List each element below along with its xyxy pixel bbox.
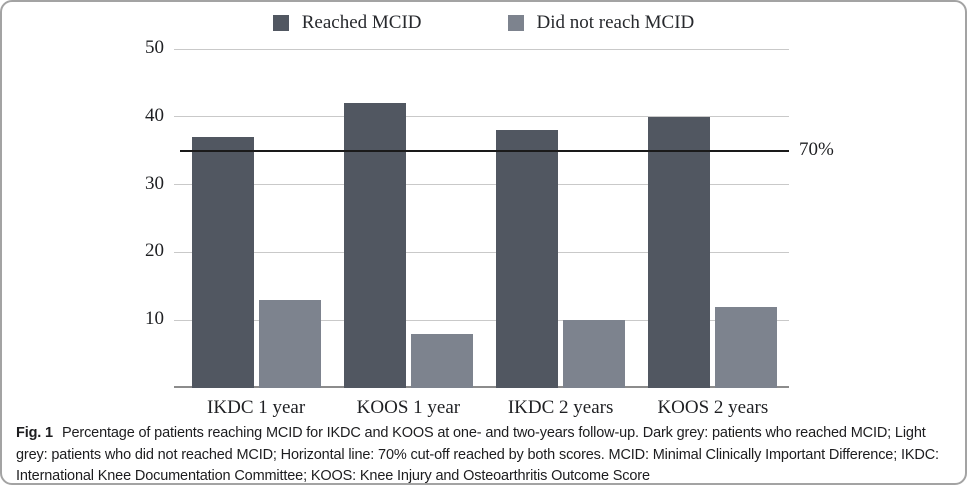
x-category-label-ikdc-1-year: IKDC 1 year <box>207 397 306 418</box>
bar-reached-mcid-ikdc-2-years <box>496 130 559 388</box>
gridline-20 <box>174 251 789 253</box>
y-tick-label-50: 50 <box>145 37 164 58</box>
x-axis-line <box>174 386 789 388</box>
bar-did-not-reach-mcid-ikdc-2-years <box>563 320 626 388</box>
bar-did-not-reach-mcid-ikdc-1-year <box>258 299 321 388</box>
bar-reached-mcid-koos-1-year <box>343 103 406 388</box>
figure-caption: Fig. 1 Percentage of patients reaching MC… <box>16 423 957 488</box>
legend-label-did-not-reach-mcid: Did not reach MCID <box>536 12 695 33</box>
bar-reached-mcid-ikdc-1-year <box>191 137 254 388</box>
x-category-label-koos-2-years: KOOS 2 years <box>657 397 769 418</box>
gridline-50 <box>174 48 789 50</box>
x-category-label-koos-1-year: KOOS 1 year <box>356 397 461 418</box>
legend-item-reached-mcid: Reached MCID <box>272 12 422 34</box>
legend-swatch-did-not-reach-mcid <box>507 15 524 31</box>
gridline-40 <box>174 116 789 118</box>
bar-reached-mcid-koos-2-years <box>648 116 711 388</box>
bar-did-not-reach-mcid-koos-2-years <box>715 306 778 388</box>
bar-did-not-reach-mcid-koos-1-year <box>410 333 473 388</box>
gridline-30 <box>174 184 789 186</box>
legend-swatch-reached-mcid <box>272 15 289 31</box>
y-tick-label-30: 30 <box>145 172 164 194</box>
legend-label-reached-mcid: Reached MCID <box>301 12 422 33</box>
figure-caption-text: Percentage of patients reaching MCID for… <box>16 425 939 484</box>
gridline-10 <box>174 319 789 321</box>
y-tick-label-20: 20 <box>145 240 164 262</box>
x-category-label-ikdc-2-years: IKDC 2 years <box>507 397 614 418</box>
cutoff-line <box>180 149 789 152</box>
figure-caption-label: Fig. 1 <box>16 425 53 441</box>
y-tick-label-40: 40 <box>145 104 164 126</box>
cutoff-line-label: 70% <box>799 138 834 160</box>
legend-item-did-not-reach-mcid: Did not reach MCID <box>507 12 695 34</box>
chart-plot-area <box>174 48 789 388</box>
y-tick-label-10: 10 <box>145 308 164 330</box>
chart-legend: Reached MCID Did not reach MCID <box>2 12 965 34</box>
